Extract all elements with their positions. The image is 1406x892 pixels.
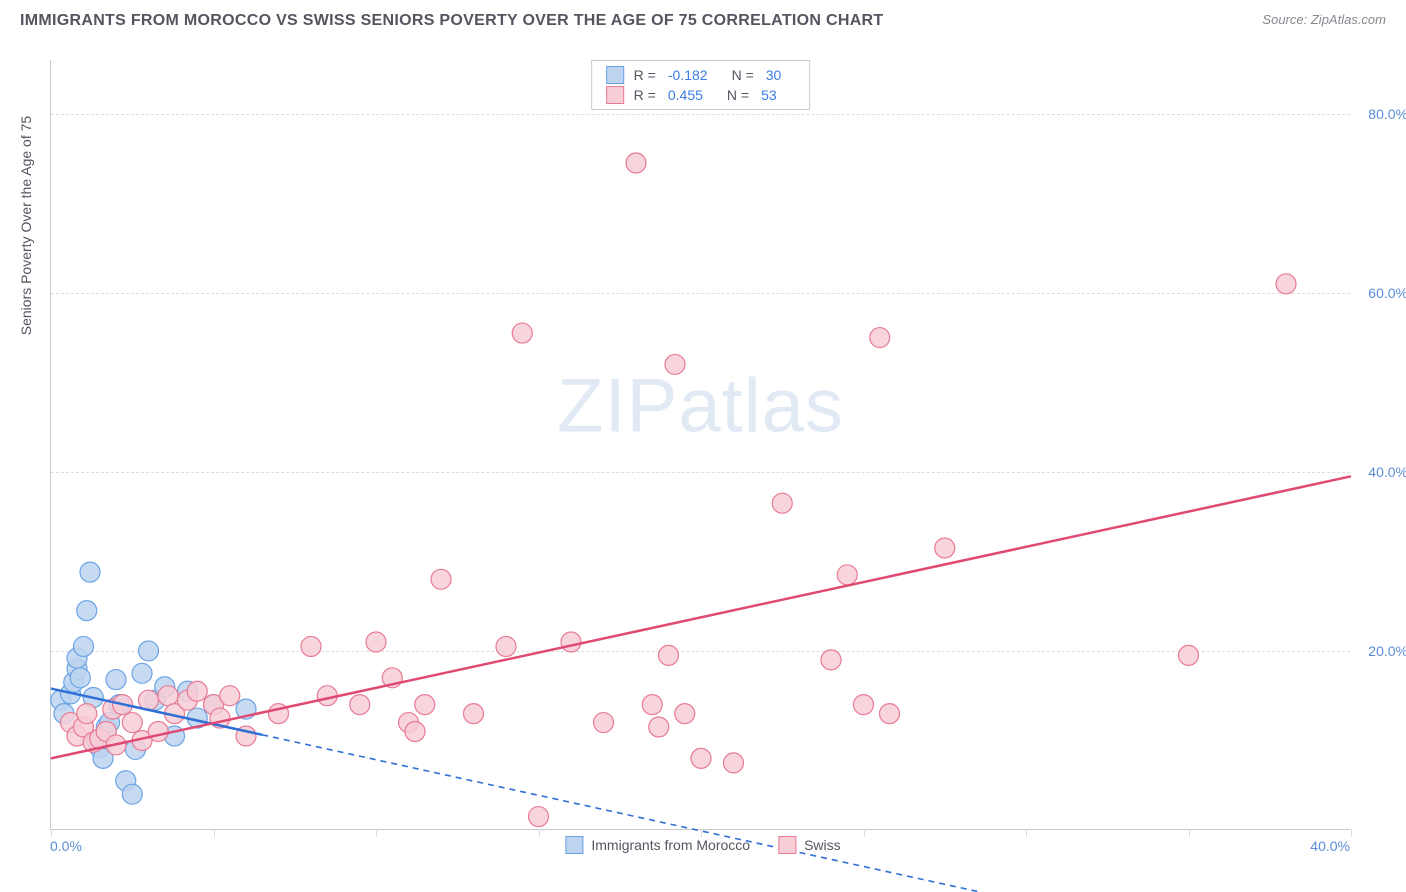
data-point	[935, 538, 955, 558]
legend-item-morocco: Immigrants from Morocco	[565, 836, 750, 854]
y-tick-label: 60.0%	[1368, 285, 1406, 301]
data-point	[301, 636, 321, 656]
data-point	[659, 645, 679, 665]
data-point	[220, 686, 240, 706]
data-point	[148, 722, 168, 742]
data-point	[122, 713, 142, 733]
data-point	[880, 704, 900, 724]
source-value: ZipAtlas.com	[1311, 12, 1386, 27]
data-point	[854, 695, 874, 715]
legend-swatch-swiss	[778, 836, 796, 854]
data-point	[1179, 645, 1199, 665]
data-point	[405, 722, 425, 742]
data-point	[649, 717, 669, 737]
x-tick	[1026, 829, 1027, 837]
data-point	[187, 681, 207, 701]
chart-title: IMMIGRANTS FROM MOROCCO VS SWISS SENIORS…	[20, 12, 883, 30]
x-tick	[376, 829, 377, 837]
x-tick	[51, 829, 52, 837]
data-point	[675, 704, 695, 724]
data-point	[772, 493, 792, 513]
x-tick	[864, 829, 865, 837]
data-point	[80, 562, 100, 582]
data-point	[464, 704, 484, 724]
data-point	[1276, 274, 1296, 294]
data-point	[158, 686, 178, 706]
data-point	[350, 695, 370, 715]
x-tick	[1189, 829, 1190, 837]
data-point	[132, 663, 152, 683]
data-point	[594, 713, 614, 733]
data-point	[837, 565, 857, 585]
data-point	[496, 636, 516, 656]
x-tick	[1351, 829, 1352, 837]
chart-plot-area: ZIPatlas 20.0%40.0%60.0%80.0% R = -0.182…	[50, 60, 1350, 830]
data-point	[122, 784, 142, 804]
legend-swatch-morocco	[565, 836, 583, 854]
data-point	[642, 695, 662, 715]
trend-line	[51, 476, 1351, 758]
y-tick-label: 80.0%	[1368, 106, 1406, 122]
x-min-label: 0.0%	[50, 838, 82, 854]
data-point	[724, 753, 744, 773]
legend-label-swiss: Swiss	[804, 837, 841, 853]
data-point	[665, 354, 685, 374]
data-point	[626, 153, 646, 173]
data-point	[821, 650, 841, 670]
chart-header: IMMIGRANTS FROM MOROCCO VS SWISS SENIORS…	[0, 0, 1406, 38]
x-max-label: 40.0%	[1310, 838, 1350, 854]
legend-item-swiss: Swiss	[778, 836, 841, 854]
y-tick-label: 20.0%	[1368, 643, 1406, 659]
data-point	[74, 636, 94, 656]
x-tick	[539, 829, 540, 837]
data-point	[139, 641, 159, 661]
data-point	[77, 601, 97, 621]
y-axis-label: Seniors Poverty Over the Age of 75	[18, 116, 34, 335]
y-tick-label: 40.0%	[1368, 464, 1406, 480]
data-point	[529, 807, 549, 827]
data-point	[70, 668, 90, 688]
source-credit: Source: ZipAtlas.com	[1262, 12, 1386, 27]
data-point	[106, 670, 126, 690]
trend-line-extrapolated	[262, 735, 1351, 892]
source-label: Source:	[1262, 12, 1307, 27]
data-point	[366, 632, 386, 652]
data-point	[691, 748, 711, 768]
data-point	[561, 632, 581, 652]
data-point	[415, 695, 435, 715]
data-point	[870, 328, 890, 348]
data-point	[77, 704, 97, 724]
series-legend: Immigrants from Morocco Swiss	[565, 836, 840, 854]
legend-label-morocco: Immigrants from Morocco	[591, 837, 750, 853]
x-tick	[214, 829, 215, 837]
data-point	[512, 323, 532, 343]
data-point	[431, 569, 451, 589]
scatter-svg	[51, 60, 1350, 829]
